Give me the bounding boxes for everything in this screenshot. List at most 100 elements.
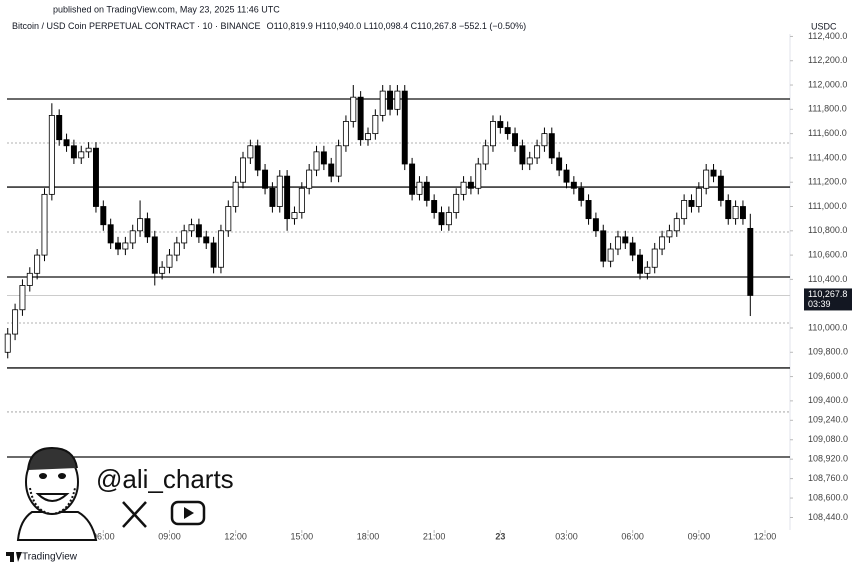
candle-body <box>4 333 11 353</box>
candle-body <box>409 163 416 195</box>
candle-body <box>247 145 254 159</box>
candle-body <box>195 224 202 238</box>
candle-body <box>12 309 19 335</box>
candle-body <box>703 169 710 189</box>
candle-body <box>637 254 643 274</box>
candle-body <box>431 200 438 213</box>
candle-body <box>291 212 298 220</box>
candle-body <box>365 133 371 141</box>
candle-body <box>570 181 577 189</box>
youtube-icon <box>170 500 206 526</box>
y-tick-label: 109,240.0 <box>808 415 848 425</box>
candle-body <box>240 157 246 183</box>
x-tick-label: 06:00 <box>92 531 115 541</box>
y-tick-label: 111,400.0 <box>808 152 847 162</box>
candle-body <box>556 157 563 171</box>
x-tick-label: 09:00 <box>688 531 711 541</box>
candle-body <box>497 121 504 128</box>
candle-body <box>438 212 445 226</box>
candle-body <box>335 145 342 177</box>
candle-body <box>19 285 26 311</box>
candle-body <box>541 133 548 147</box>
candle-body <box>673 218 680 232</box>
y-tick-label: 111,000.0 <box>808 201 847 211</box>
candle-body <box>298 187 305 213</box>
candle-body <box>695 187 702 207</box>
published-note: published on TradingView.com, May 23, 20… <box>53 4 280 14</box>
candle-body <box>85 147 92 153</box>
y-tick-label: 110,600.0 <box>808 249 847 259</box>
avatar-smile <box>35 493 70 502</box>
candle-body <box>622 236 629 244</box>
candle-body <box>372 114 379 135</box>
candle-body <box>166 254 173 268</box>
candle-body <box>115 242 121 250</box>
logo-mark <box>6 552 22 562</box>
candle-body <box>203 236 210 244</box>
x-tick-label: 09:00 <box>158 531 181 541</box>
x-icon <box>122 501 147 528</box>
y-tick-label: 112,000.0 <box>808 79 847 89</box>
avatar-hair <box>27 446 78 471</box>
handle: @ali_charts <box>96 464 234 494</box>
candle-body <box>725 200 732 220</box>
y-tick-label: 109,800.0 <box>808 347 848 357</box>
x-icon-stroke <box>122 501 147 528</box>
candle-body <box>512 133 519 147</box>
y-tick-label: 111,800.0 <box>808 104 847 114</box>
x-tick-label: 06:00 <box>621 531 644 541</box>
candle-body <box>181 230 188 244</box>
candle-body <box>284 175 291 220</box>
avatar-beard <box>29 487 76 516</box>
candle-body <box>651 248 658 268</box>
y-tick-label: 109,600.0 <box>808 371 848 381</box>
y-tick-label: 111,200.0 <box>808 177 847 187</box>
candle-body <box>578 187 585 201</box>
candle-body <box>423 181 430 201</box>
candle-body <box>739 206 746 220</box>
candle-body <box>26 272 33 286</box>
symbol-title: Bitcoin / USD Coin PERPETUAL CONTRACT · … <box>12 21 261 31</box>
candle-body <box>401 90 408 165</box>
candle-body <box>534 145 541 159</box>
y-tick-label: 108,440.0 <box>808 512 848 522</box>
watermark: @ali_charts <box>16 446 234 541</box>
candle-body <box>254 145 261 171</box>
brand: TradingView <box>22 552 78 563</box>
candle-body <box>144 218 151 238</box>
candle-body <box>217 230 224 268</box>
candle-body <box>688 200 695 207</box>
price-tag-label: 110,267.8 <box>808 289 847 299</box>
candle-body <box>681 200 688 220</box>
candle-body <box>475 163 482 189</box>
y-tick-label: 112,400.0 <box>808 31 847 41</box>
candle-body <box>482 145 489 165</box>
candle-body <box>262 169 269 189</box>
candle-body <box>328 163 335 177</box>
candle-body <box>717 175 724 201</box>
y-tick-label: 112,200.0 <box>808 55 847 65</box>
y-tick-label: 108,760.0 <box>808 473 848 483</box>
candle-body <box>747 227 754 296</box>
candle-body <box>137 218 144 232</box>
candle-body <box>56 114 63 141</box>
ohlc-label: O110,819.9 H110,940.0 L110,098.4 C110,26… <box>267 21 527 31</box>
candle-body <box>70 145 77 159</box>
candle-body <box>188 224 195 232</box>
candle-body <box>416 181 423 195</box>
youtube-play <box>184 507 194 519</box>
avatar-shoulders <box>16 511 98 541</box>
candle-body <box>710 169 717 177</box>
candle-body <box>666 230 673 238</box>
candle-body <box>659 236 666 250</box>
x-tick-label: 23 <box>495 531 505 541</box>
y-tick-label: 109,080.0 <box>808 434 848 444</box>
x-tick-label: 15:00 <box>291 531 314 541</box>
countdown-label: 03:39 <box>808 299 831 309</box>
candle-body <box>269 187 276 207</box>
candle-body <box>173 242 180 256</box>
candle-body <box>34 254 41 274</box>
candle-body <box>342 121 349 147</box>
avatar <box>16 446 98 541</box>
